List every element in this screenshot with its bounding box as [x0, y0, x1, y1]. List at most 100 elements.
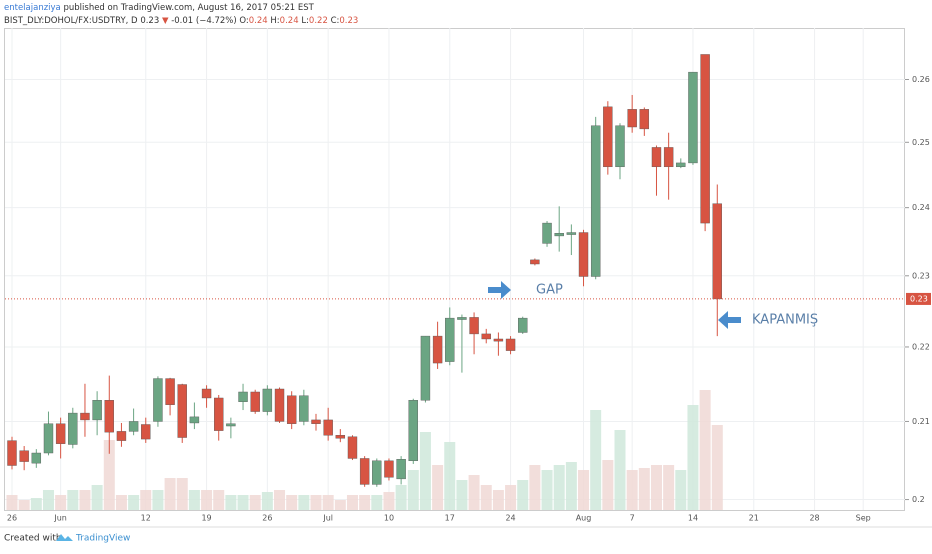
candle-body: [214, 397, 224, 431]
change: -0.01 (−4.72%): [171, 16, 236, 26]
symbol: BIST_DLY:DOHOL/FX:USDTRY, D: [4, 16, 138, 26]
gap-arrow: [488, 281, 511, 299]
l-value: 0.22: [309, 16, 328, 26]
volume-bar: [650, 465, 662, 510]
x-tick-label: 10: [384, 514, 394, 523]
candle-body: [286, 395, 297, 424]
volume-bar: [213, 490, 225, 510]
x-tick-label: 17: [445, 514, 455, 523]
volume-bar: [663, 465, 675, 510]
o-value: 0.24: [249, 16, 268, 26]
candle-body: [274, 388, 285, 422]
candle-body: [335, 435, 346, 439]
footer-brand[interactable]: TradingView: [75, 534, 130, 544]
volume-bar: [517, 480, 529, 510]
annotation: KAPANMIŞ: [752, 313, 818, 328]
volume-bar: [237, 495, 249, 510]
candle-body: [262, 388, 273, 412]
candle-body: [31, 452, 42, 464]
last-price-label: 0.23: [910, 294, 928, 303]
volume-bar: [176, 478, 188, 510]
volume-bar: [383, 492, 395, 510]
plot: 0.2 0.21 0.22 0.23 0.24 0.25 0.26 26 Jun 12 19 26 Ju…: [5, 28, 931, 523]
c-label: C:: [331, 16, 340, 26]
h-value: 0.24: [280, 16, 299, 26]
candle-body: [250, 391, 260, 412]
volume-bar: [675, 470, 687, 510]
candle-body: [578, 232, 589, 277]
volume-bar: [444, 442, 456, 510]
candle-body: [676, 162, 686, 168]
volume-bar: [699, 390, 711, 510]
candle-body: [55, 423, 66, 444]
volume-bar: [188, 490, 200, 510]
candle-body: [420, 335, 431, 401]
candle-body: [165, 378, 175, 405]
candle-body: [445, 317, 455, 362]
volume-bar: [152, 490, 164, 510]
x-tick-label: Sep: [856, 514, 871, 523]
volume-bar: [492, 490, 504, 510]
candle-body: [80, 412, 90, 421]
volume-bar: [91, 485, 103, 510]
volume-bar: [30, 498, 42, 510]
candle-body: [153, 378, 163, 422]
candle-body: [189, 416, 200, 424]
y-tick-label: 0.2: [912, 495, 925, 504]
symbol-line: BIST_DLY:DOHOL/FX:USDTRY, D 0.23 ▼ -0.01…: [4, 16, 358, 26]
candle-body: [323, 419, 333, 436]
volume-bar: [322, 495, 334, 510]
o-label: O:: [239, 16, 248, 26]
volume-bar: [578, 470, 590, 510]
volume-bar: [565, 462, 577, 510]
candle-body: [238, 391, 248, 402]
volume-bar: [261, 492, 273, 510]
y-tick-label: 0.24: [912, 203, 930, 212]
volume-bar: [298, 495, 310, 510]
candle-body: [359, 458, 370, 485]
candle-body: [201, 388, 212, 399]
author[interactable]: entelajanziya: [4, 3, 61, 13]
x-tick-label: Jun: [53, 514, 67, 523]
candle-body: [530, 259, 540, 265]
volume-bar: [432, 465, 444, 510]
candle-body: [347, 436, 358, 459]
candle-body: [68, 412, 78, 445]
x-tick-label: 26: [7, 514, 17, 523]
last: 0.23: [140, 16, 159, 26]
volume-bar: [359, 495, 371, 510]
closed-arrow: [718, 311, 741, 329]
volume-bar: [711, 425, 723, 510]
candle-body: [7, 440, 17, 466]
volume-bar: [79, 490, 91, 510]
x-tick-label: 24: [505, 514, 515, 523]
candle-body: [116, 431, 127, 441]
candle-body: [141, 424, 151, 440]
h-label: H:: [270, 16, 279, 26]
x-tick-label: 19: [201, 514, 211, 523]
x-tick-label: Jul: [322, 514, 333, 523]
volume-bar: [638, 468, 650, 510]
volume-bar: [371, 495, 383, 510]
candle-body: [457, 317, 467, 320]
candle-body: [226, 423, 236, 427]
candle-body: [493, 338, 504, 342]
volume-bar: [395, 485, 407, 510]
candle-body: [688, 71, 698, 164]
candle-body: [590, 125, 601, 277]
x-tick-label: 21: [749, 514, 759, 523]
volume-bar: [480, 485, 492, 510]
volume-bar: [286, 495, 298, 510]
l-label: L:: [301, 16, 309, 26]
volume-bar: [541, 470, 553, 510]
volume-bar: [553, 465, 565, 510]
c-value: 0.23: [339, 16, 358, 26]
candle-body: [92, 400, 102, 421]
volume-bar: [456, 480, 468, 510]
candle-body: [128, 421, 139, 432]
x-tick-label: 12: [141, 514, 151, 523]
candle-body: [615, 125, 625, 168]
volume-bar: [67, 490, 79, 510]
